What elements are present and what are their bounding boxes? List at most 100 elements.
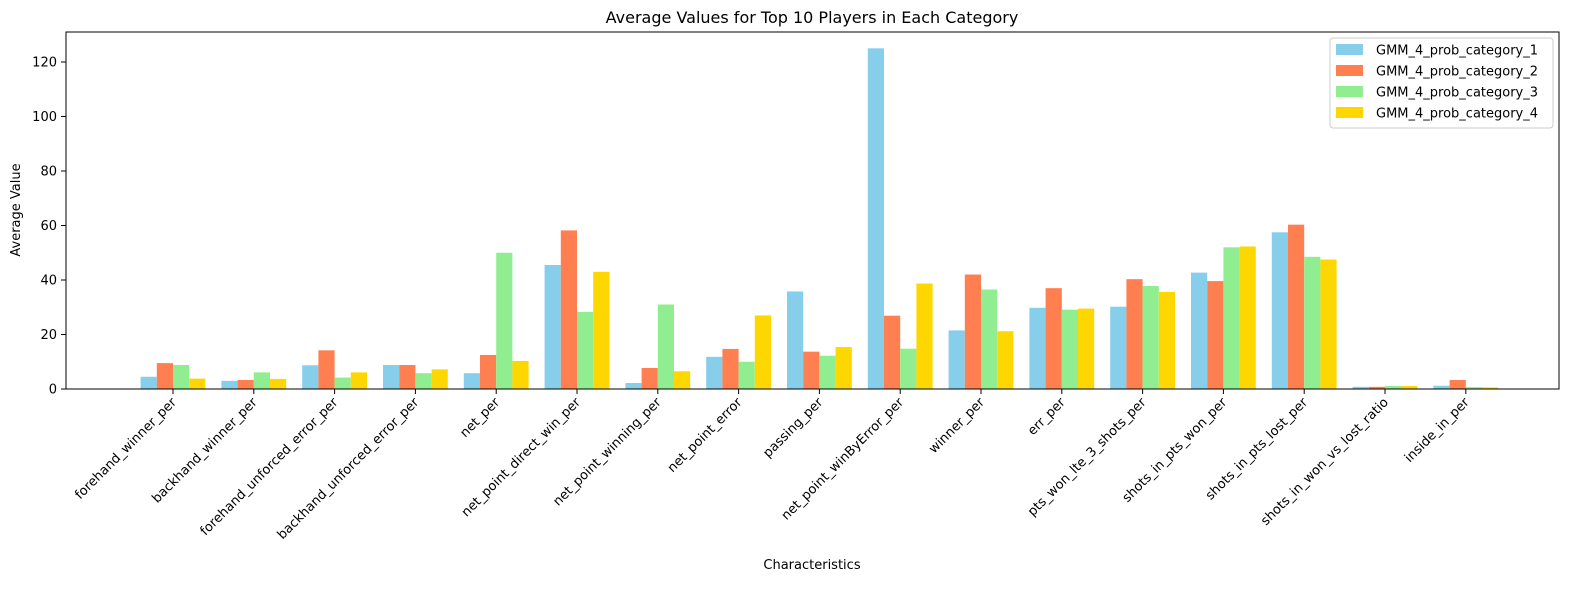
x-axis: forehand_winner_perbackhand_winner_perfo…: [72, 389, 1473, 543]
legend-label-2: GMM_4_prob_category_2: [1376, 65, 1538, 80]
legend-label-1: GMM_4_prob_category_1: [1376, 44, 1538, 59]
bar-1-net_point_winByError_per: [867, 48, 884, 389]
bar-2-winner_per: [964, 274, 981, 389]
bar-1-backhand_winner_per: [221, 380, 238, 389]
bars-layer: [140, 48, 1499, 389]
bar-4-winner_per: [997, 331, 1014, 389]
bar-2-shots_in_pts_won_per: [1207, 281, 1224, 389]
x-tick-label: winner_per: [926, 395, 988, 457]
bar-2-shots_in_pts_lost_per: [1288, 224, 1305, 389]
bar-3-backhand_unforced_error_per: [415, 373, 432, 389]
y-tick-label: 100: [32, 110, 57, 125]
x-tick-label: shots_in_won_vs_lost_ratio: [1258, 395, 1392, 529]
x-tick-label: net_point_error: [665, 395, 746, 476]
legend-label-4: GMM_4_prob_category_4: [1376, 107, 1538, 122]
y-tick-label: 60: [40, 219, 57, 234]
bar-1-shots_in_won_vs_lost_ratio: [1352, 386, 1369, 389]
legend-box: [1329, 37, 1554, 129]
y-tick-label: 120: [32, 55, 57, 70]
bar-2-forehand_unforced_error_per: [318, 350, 335, 389]
bar-4-forehand_winner_per: [189, 378, 206, 389]
bar-3-winner_per: [981, 289, 998, 389]
legend: GMM_4_prob_category_1 GMM_4_prob_category…: [1329, 37, 1554, 129]
bar-3-err_per: [1061, 309, 1078, 389]
x-tick-label: passing_per: [760, 395, 826, 461]
bar-2-pts_won_lte_3_shots_per: [1126, 279, 1143, 389]
bar-2-net_point_direct_win_per: [560, 230, 577, 389]
bar-4-net_per: [512, 360, 529, 389]
bar-1-net_point_error: [706, 356, 723, 389]
bar-3-inside_in_per: [1465, 387, 1482, 389]
bar-4-forehand_unforced_error_per: [350, 372, 367, 389]
bar-3-forehand_winner_per: [173, 365, 190, 389]
y-tick-label: 80: [40, 164, 57, 179]
bar-2-net_point_error: [722, 348, 739, 389]
y-axis: 0 20 40 60 80 100 120: [32, 55, 66, 398]
bar-1-err_per: [1029, 307, 1046, 389]
bar-2-inside_in_per: [1449, 380, 1466, 389]
x-axis-title: Characteristics: [763, 558, 860, 573]
bar-2-err_per: [1045, 288, 1062, 389]
x-tick-label: net_per: [457, 395, 503, 441]
bar-3-shots_in_won_vs_lost_ratio: [1385, 386, 1402, 389]
x-tick-label: backhand_unforced_error_per: [275, 395, 423, 543]
x-tick-label: inside_in_per: [1402, 395, 1473, 466]
bar-2-net_per: [480, 354, 497, 389]
bar-2-forehand_winner_per: [156, 363, 173, 389]
bar-4-net_point_error: [754, 315, 771, 389]
bar-1-net_per: [463, 373, 480, 389]
bar-3-forehand_unforced_error_per: [334, 377, 351, 389]
bar-3-net_point_error: [738, 361, 755, 389]
bar-4-passing_per: [835, 347, 852, 389]
bar-1-pts_won_lte_3_shots_per: [1110, 306, 1127, 389]
bar-4-net_point_winByError_per: [916, 283, 933, 389]
bar-1-forehand_unforced_error_per: [302, 365, 319, 389]
bar-3-passing_per: [819, 355, 836, 389]
legend-swatch-1: [1336, 44, 1363, 55]
bar-4-err_per: [1078, 308, 1095, 389]
bar-3-shots_in_pts_won_per: [1223, 247, 1240, 389]
bar-4-inside_in_per: [1482, 387, 1499, 389]
bar-4-shots_in_pts_won_per: [1239, 246, 1256, 389]
bar-2-net_point_winning_per: [641, 368, 658, 389]
bar-3-backhand_winner_per: [253, 372, 270, 389]
bar-1-net_point_winning_per: [625, 383, 642, 389]
bar-1-backhand_unforced_error_per: [383, 365, 400, 389]
bar-1-passing_per: [787, 291, 804, 389]
legend-swatch-4: [1336, 107, 1363, 118]
bar-3-shots_in_pts_lost_per: [1304, 256, 1321, 389]
x-tick-label: forehand_unforced_error_per: [198, 395, 342, 539]
bar-2-shots_in_won_vs_lost_ratio: [1368, 386, 1385, 389]
x-tick-label: err_per: [1025, 395, 1069, 439]
y-tick-label: 20: [40, 328, 57, 343]
y-tick-label: 0: [49, 383, 57, 398]
bar-4-net_point_winning_per: [674, 371, 691, 389]
chart-title: Average Values for Top 10 Players in Eac…: [606, 8, 1019, 27]
bar-3-net_point_winning_per: [657, 304, 674, 389]
legend-label-3: GMM_4_prob_category_3: [1376, 86, 1538, 101]
bar-1-forehand_winner_per: [140, 376, 157, 389]
bar-1-inside_in_per: [1433, 385, 1450, 389]
legend-swatch-3: [1336, 86, 1363, 97]
plot-frame: [65, 31, 1560, 390]
bar-2-backhand_winner_per: [237, 380, 254, 389]
bar-4-backhand_unforced_error_per: [431, 369, 448, 389]
bar-4-shots_in_won_vs_lost_ratio: [1401, 386, 1418, 389]
bar-4-net_point_direct_win_per: [593, 271, 610, 389]
bar-4-backhand_winner_per: [270, 378, 287, 389]
bar-1-winner_per: [948, 330, 965, 389]
bar-3-net_point_winByError_per: [900, 348, 917, 389]
bar-2-net_point_winByError_per: [884, 315, 901, 389]
bar-3-pts_won_lte_3_shots_per: [1142, 285, 1159, 389]
bar-1-net_point_direct_win_per: [544, 265, 561, 389]
bar-4-pts_won_lte_3_shots_per: [1158, 291, 1175, 389]
bar-2-backhand_unforced_error_per: [399, 365, 416, 389]
bar-1-shots_in_pts_won_per: [1191, 272, 1208, 389]
bar-1-shots_in_pts_lost_per: [1271, 232, 1288, 389]
legend-swatch-2: [1336, 65, 1363, 76]
bar-3-net_point_direct_win_per: [577, 311, 594, 389]
y-axis-title: Average Value: [9, 163, 24, 256]
bar-2-passing_per: [803, 351, 820, 389]
